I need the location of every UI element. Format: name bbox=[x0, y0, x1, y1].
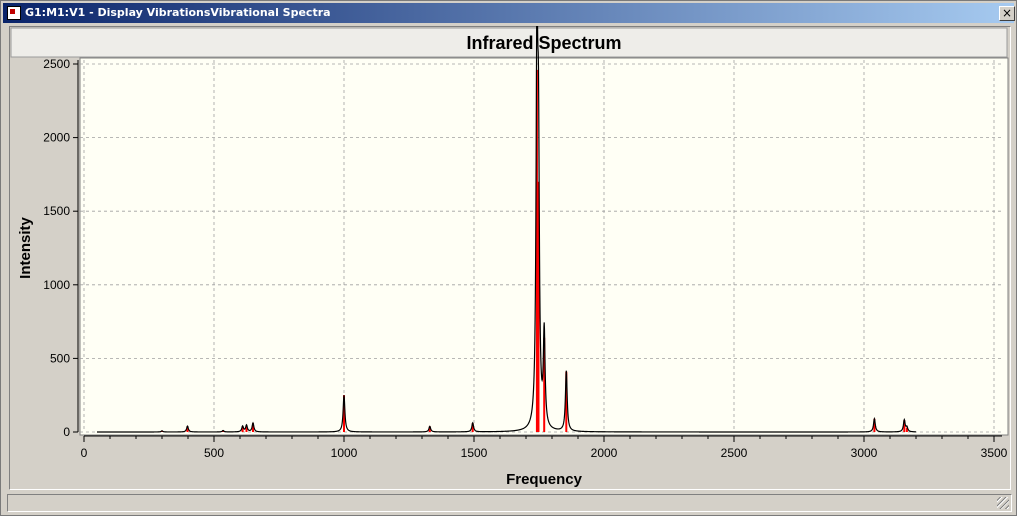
resize-grip[interactable] bbox=[997, 497, 1009, 509]
x-tick-label: 2000 bbox=[591, 446, 618, 460]
chart-title: Infrared Spectrum bbox=[466, 33, 621, 53]
y-tick-label: 500 bbox=[50, 351, 70, 365]
close-button[interactable]: × bbox=[999, 6, 1015, 21]
y-axis-label: Intensity bbox=[17, 217, 34, 279]
y-tick-label: 2000 bbox=[43, 131, 70, 145]
y-tick-label: 0 bbox=[63, 425, 70, 439]
title-bar[interactable]: G1:M1:V1 - Display VibrationsVibrational… bbox=[3, 3, 1015, 23]
infrared-spectrum-chart: Infrared Spectrum 0 500 1000 1500 2000 2500 30… bbox=[10, 26, 1009, 488]
spectrum-line bbox=[97, 26, 917, 433]
y-tick-label: 1000 bbox=[43, 278, 70, 292]
title-panel bbox=[10, 27, 1008, 58]
x-axis-label: Frequency bbox=[506, 471, 583, 488]
x-tick-label: 3500 bbox=[981, 446, 1008, 460]
y-tick-label: 2500 bbox=[43, 57, 70, 71]
plot-area bbox=[79, 57, 1009, 436]
app-icon[interactable] bbox=[7, 6, 21, 20]
window-title: G1:M1:V1 - Display VibrationsVibrational… bbox=[25, 6, 331, 19]
x-tick-label: 3000 bbox=[851, 446, 878, 460]
x-tick-label: 2500 bbox=[721, 446, 748, 460]
x-tick-label: 1500 bbox=[461, 446, 488, 460]
x-tick-label: 1000 bbox=[331, 446, 358, 460]
x-tick-label: 500 bbox=[204, 446, 224, 460]
y-tick-label: 1500 bbox=[43, 204, 70, 218]
status-bar bbox=[7, 494, 1012, 512]
x-tick-label: 0 bbox=[81, 446, 88, 460]
